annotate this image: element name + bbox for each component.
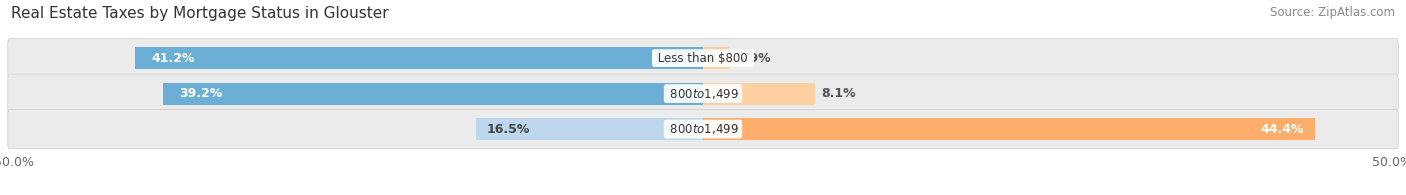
Bar [703, 47, 730, 69]
Bar [163, 83, 703, 105]
Text: 8.1%: 8.1% [821, 87, 856, 100]
Text: 41.2%: 41.2% [152, 52, 195, 65]
Text: $800 to $1,499: $800 to $1,499 [666, 122, 740, 136]
Bar [703, 83, 814, 105]
FancyBboxPatch shape [7, 74, 1399, 113]
Bar [703, 118, 1315, 140]
Bar [135, 47, 703, 69]
Text: Real Estate Taxes by Mortgage Status in Glouster: Real Estate Taxes by Mortgage Status in … [11, 6, 389, 21]
Text: 44.4%: 44.4% [1260, 122, 1303, 136]
FancyBboxPatch shape [7, 39, 1399, 78]
Text: Source: ZipAtlas.com: Source: ZipAtlas.com [1270, 6, 1395, 19]
Text: $800 to $1,499: $800 to $1,499 [666, 87, 740, 101]
Text: 1.9%: 1.9% [737, 52, 770, 65]
FancyBboxPatch shape [7, 110, 1399, 149]
Text: Less than $800: Less than $800 [654, 52, 752, 65]
Text: 16.5%: 16.5% [486, 122, 530, 136]
Text: 39.2%: 39.2% [180, 87, 222, 100]
Bar [475, 118, 703, 140]
